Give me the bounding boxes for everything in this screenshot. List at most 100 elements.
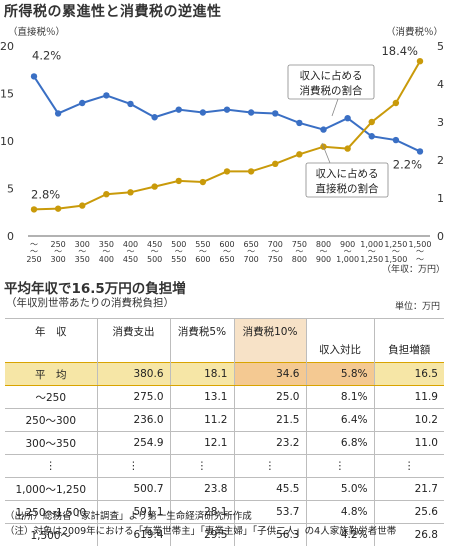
series-point-1: [272, 161, 278, 167]
table-cell: 〜250: [5, 386, 97, 409]
series-point-1: [393, 100, 399, 106]
header-tax10: 消費税10%: [234, 319, 306, 363]
annotation-end-consumption: 2.2%: [393, 157, 422, 171]
series-point-0: [248, 109, 254, 115]
table-cell: 12.1: [170, 432, 234, 455]
table-cell: 1,000〜1,250: [5, 478, 97, 501]
x-tick-bottom: 1,500: [384, 255, 407, 264]
header-income: 年 収: [5, 319, 97, 363]
table-cell: 11.2: [170, 409, 234, 432]
series-point-1: [200, 179, 206, 185]
series-point-1: [224, 168, 230, 174]
table-cell: 11.9: [374, 386, 444, 409]
x-tick-bottom: 650: [219, 255, 234, 264]
series-point-0: [224, 106, 230, 112]
table-header-row: 年 収 消費支出 消費税5% 消費税10% 収入対比 負担増額: [5, 319, 444, 363]
series-point-0: [151, 114, 157, 120]
table-cell: ⋮: [5, 455, 97, 478]
y-tick-right: 2: [437, 154, 444, 167]
x-tick-bottom: 700: [243, 255, 258, 264]
table-cell: 250〜300: [5, 409, 97, 432]
x-tick-bottom: 900: [316, 255, 331, 264]
series-point-1: [127, 189, 133, 195]
y-tick-left: 15: [0, 88, 14, 101]
table-cell: 13.1: [170, 386, 234, 409]
series-point-1: [151, 183, 157, 189]
table-cell: 11.0: [374, 432, 444, 455]
table-cell: 254.9: [97, 432, 170, 455]
x-tick-bottom: 800: [292, 255, 307, 264]
series-point-1: [103, 191, 109, 197]
table-cell: 34.6: [234, 363, 306, 386]
x-tick-bottom: 1,250: [360, 255, 383, 264]
note-target: （注）対象は2009年における「有業世帯主」「専業主婦」「子供二人」の4人家族勤…: [5, 524, 396, 539]
table-cell: 5.8%: [306, 363, 374, 386]
notes: （出所）総務省「家計調査」より第一生命経済研究所作成 （注）対象は2009年にお…: [5, 509, 396, 539]
table-cell: 23.2: [234, 432, 306, 455]
legend-direct-tax-text: 収入に占める: [316, 167, 379, 180]
x-tick-bottom: 400: [99, 255, 114, 264]
series-point-1: [176, 178, 182, 184]
legend-consumption-tax-pointer: [332, 99, 338, 116]
x-tick-bottom: 350: [75, 255, 90, 264]
table-cell: ⋮: [97, 455, 170, 478]
table-cell: 300〜350: [5, 432, 97, 455]
x-axis-unit: （年収：万円）: [382, 263, 445, 275]
x-tick-bottom: 250: [26, 255, 41, 264]
series-point-0: [55, 110, 61, 116]
series-point-0: [272, 110, 278, 116]
y-tick-right: 3: [437, 116, 444, 129]
table-cell: 236.0: [97, 409, 170, 432]
y-tick-left: 20: [0, 40, 14, 53]
y-tick-left: 5: [7, 183, 14, 196]
y-tick-left: 0: [7, 230, 14, 243]
table-cell: 平 均: [5, 363, 97, 386]
x-tick-bottom: 600: [195, 255, 210, 264]
series-point-0: [320, 126, 326, 132]
series-point-0: [200, 109, 206, 115]
table-cell: 5.0%: [306, 478, 374, 501]
y-tick-right: 4: [437, 78, 444, 91]
annotation-start-consumption: 4.2%: [32, 48, 61, 62]
series-point-0: [393, 137, 399, 143]
y-axis-right-label: （消費税％）: [386, 26, 443, 38]
annotation-end-direct: 18.4%: [381, 44, 418, 58]
table-cell: ⋮: [306, 455, 374, 478]
section-subtitle: （年収別世帯あたりの消費税負担）: [6, 295, 174, 310]
table-cell: 6.8%: [306, 432, 374, 455]
x-tick-bottom: 500: [147, 255, 162, 264]
header-consumption: 消費支出: [97, 319, 170, 363]
series-point-0: [369, 133, 375, 139]
table-unit: 単位：万円: [395, 299, 440, 312]
table-cell: 16.5: [374, 363, 444, 386]
table-cell: ⋮: [170, 455, 234, 478]
series-point-0: [344, 115, 350, 121]
series-point-0: [79, 100, 85, 106]
series-point-0: [176, 106, 182, 112]
series-point-0: [127, 101, 133, 107]
legend-consumption-tax-text: 消費税の割合: [300, 84, 363, 97]
series-point-1: [296, 151, 302, 157]
series-point-1: [31, 206, 37, 212]
series-point-1: [79, 202, 85, 208]
table-cell: 10.2: [374, 409, 444, 432]
table-cell: ⋮: [374, 455, 444, 478]
header-tax5: 消費税5%: [170, 319, 234, 363]
series-point-0: [31, 73, 37, 79]
table-cell: ⋮: [234, 455, 306, 478]
table-cell: 21.7: [374, 478, 444, 501]
x-tick-bottom: 450: [123, 255, 138, 264]
table-cell: 275.0: [97, 386, 170, 409]
series-point-1: [55, 205, 61, 211]
series-point-1: [344, 145, 350, 151]
series-point-1: [417, 58, 423, 64]
y-axis-left-label: （直接税％）: [8, 26, 65, 38]
series-point-0: [417, 148, 423, 154]
